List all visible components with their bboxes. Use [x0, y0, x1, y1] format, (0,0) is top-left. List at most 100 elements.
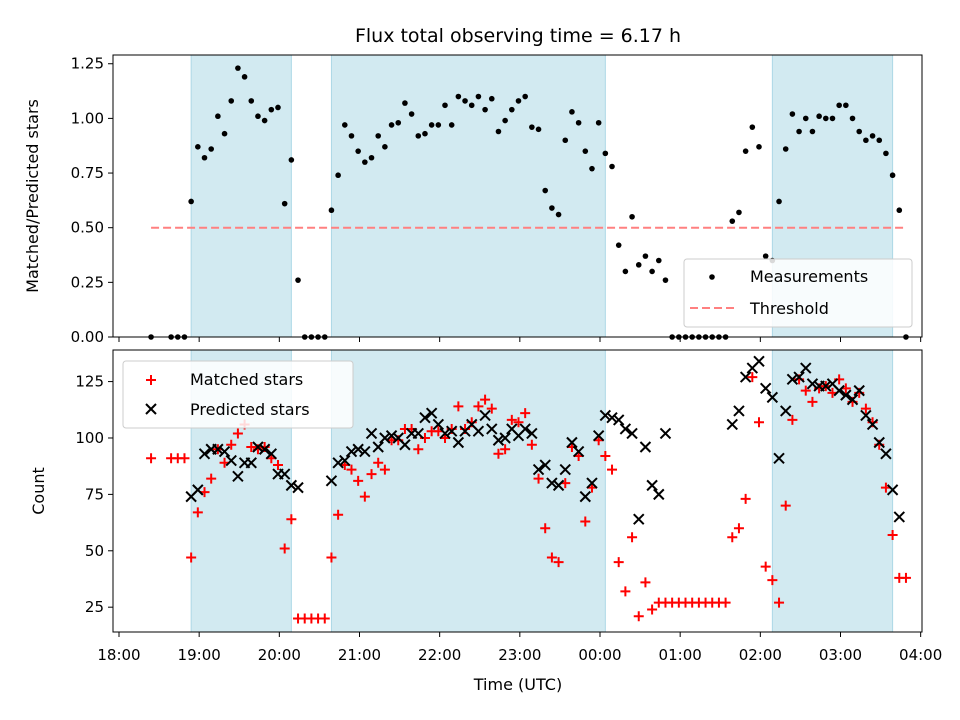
y-tick-label: 0.25	[71, 273, 104, 291]
measurement-point	[829, 115, 836, 122]
legend-matched-marker	[146, 375, 156, 385]
measurement-point	[836, 102, 842, 109]
predicted-star-point	[265, 448, 278, 460]
measurement-point	[823, 115, 829, 122]
measurement-point	[261, 117, 268, 124]
measurement-point	[328, 207, 335, 214]
predicted-star-point	[866, 418, 879, 431]
matched-star-point	[326, 552, 337, 563]
measurement-point	[595, 119, 602, 126]
predicted-star-point	[218, 445, 231, 458]
predicted-star-point	[646, 479, 658, 492]
predicted-star-point	[599, 409, 612, 422]
predicted-star-point	[766, 391, 779, 404]
measurement-point	[502, 117, 508, 124]
x-tick-label: 00:00	[578, 646, 621, 664]
matched-star-point	[232, 428, 243, 439]
measurement-point	[843, 102, 849, 109]
ratio-legend: Measurements Threshold	[683, 258, 913, 328]
predicted-star-point	[445, 425, 458, 437]
matched-star-point	[279, 543, 290, 554]
predicted-star-point	[399, 439, 411, 451]
y-tick-label: 25	[85, 598, 104, 616]
matched-star-point	[760, 561, 771, 572]
matched-star-point	[900, 572, 911, 583]
predicted-star-point	[753, 355, 765, 367]
matched-star-point	[353, 475, 364, 486]
matched-star-point	[720, 597, 731, 608]
measurement-point	[542, 187, 549, 194]
predicted-star-point	[492, 434, 505, 446]
count-panel: 25 50 75 100 125 18:00 19:00 20:00 21:00 22:00 23…	[29, 349, 942, 664]
measurement-point	[201, 154, 208, 161]
measurement-point	[275, 104, 281, 111]
measurement-point	[589, 165, 595, 172]
predicted-star-point	[472, 425, 485, 437]
matched-star-point	[413, 444, 424, 455]
measurement-point	[816, 113, 822, 120]
measurement-point	[495, 128, 502, 135]
predicted-star-point	[332, 457, 344, 469]
matched-star-point	[493, 448, 504, 459]
measurement-point	[762, 253, 769, 259]
measurement-point	[655, 257, 662, 264]
legend-predicted-label: Predicted stars	[190, 400, 310, 419]
matched-star-point	[272, 460, 283, 471]
matched-star-point	[246, 442, 257, 453]
predicted-star-point	[572, 445, 585, 458]
matched-star-point	[286, 514, 297, 525]
matched-star-point	[506, 414, 517, 425]
predicted-star-point	[786, 373, 799, 386]
measurement-point	[368, 154, 375, 161]
count-y-axis-label: Count	[29, 467, 48, 515]
predicted-star-point	[739, 371, 752, 383]
measurement-point	[422, 130, 428, 137]
measurement-point	[629, 213, 635, 220]
observing-shade	[330, 349, 606, 633]
matched-star-point	[533, 473, 544, 484]
measurement-point	[562, 137, 569, 144]
matched-star-point	[333, 509, 344, 520]
measurement-point	[448, 122, 455, 128]
matched-star-point	[787, 414, 798, 425]
matched-star-point	[480, 394, 491, 405]
predicted-star-point	[873, 436, 885, 449]
matched-star-point	[767, 575, 778, 586]
predicted-star-point	[252, 441, 264, 453]
measurement-point	[856, 128, 863, 135]
measurement-point	[889, 172, 896, 179]
matched-star-point	[379, 464, 390, 475]
matched-star-point	[733, 523, 744, 534]
matched-star-point	[359, 491, 370, 502]
measurement-point	[235, 65, 241, 71]
matched-star-point	[206, 473, 217, 484]
measurement-point	[221, 130, 228, 137]
measurement-point	[195, 144, 201, 150]
measurement-point	[609, 163, 615, 170]
matched-star-point	[453, 401, 464, 412]
predicted-star-point	[546, 477, 558, 489]
predicted-star-point	[860, 409, 872, 422]
predicted-star-point	[759, 382, 772, 395]
measurement-point	[749, 124, 756, 130]
measurement-point	[535, 126, 542, 133]
measurement-point	[549, 205, 555, 211]
predicted-star-point	[773, 452, 785, 464]
predicted-star-point	[198, 448, 211, 460]
measurement-point	[662, 277, 669, 283]
measurement-point	[281, 200, 288, 207]
measurement-point	[442, 102, 448, 109]
x-tick-label: 23:00	[498, 646, 541, 664]
matched-star-point	[887, 529, 898, 540]
measurement-point	[622, 268, 629, 275]
predicted-star-point	[352, 443, 364, 455]
ratio-x-ticks	[118, 337, 922, 342]
predicted-star-point	[853, 384, 865, 397]
measurement-point	[796, 128, 802, 135]
count-x-ticks: 18:00 19:00 20:00 21:00 22:00 23:00 00:00 01:00…	[97, 632, 942, 664]
predicted-star-point	[258, 443, 271, 455]
y-tick-label: 0.50	[71, 219, 104, 237]
predicted-star-point	[659, 427, 672, 440]
measurement-point	[575, 119, 582, 126]
measurement-point	[896, 207, 903, 214]
